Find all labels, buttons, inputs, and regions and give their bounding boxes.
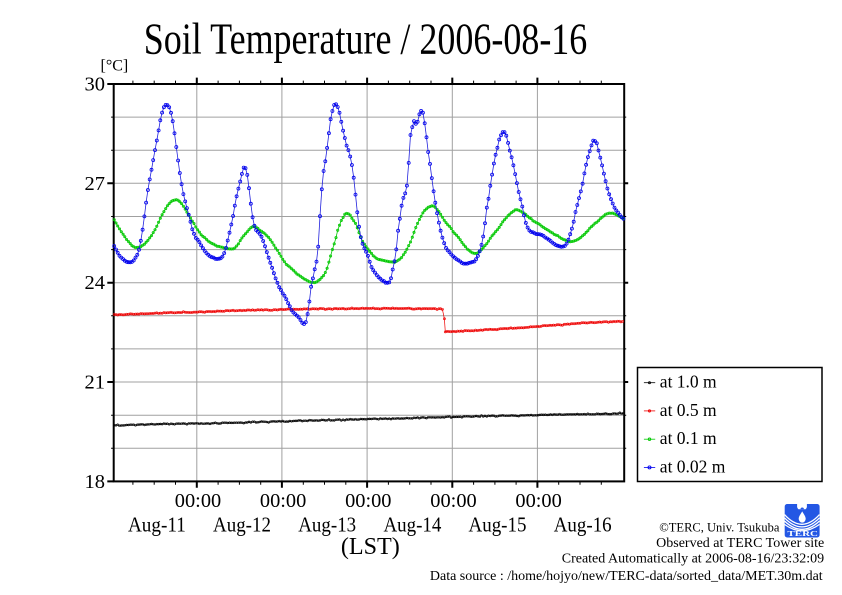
svg-text:00:00: 00:00 [345,490,391,512]
svg-text:30: 30 [85,74,106,96]
svg-text:Aug-15: Aug-15 [469,512,527,536]
svg-text:27: 27 [85,173,106,195]
svg-text:Soil Temperature / 2006-08-16: Soil Temperature / 2006-08-16 [144,15,588,64]
svg-text:[°C]: [°C] [101,58,129,75]
svg-text:Observed at TERC Tower site: Observed at TERC Tower site [656,536,824,551]
svg-text:Aug-11: Aug-11 [128,512,186,536]
svg-text:(LST): (LST) [341,534,400,560]
svg-text:TERC: TERC [787,529,818,538]
svg-text:Data source : /home/hojyo/new/: Data source : /home/hojyo/new/TERC-data/… [430,569,823,584]
svg-text:Created Automatically at 2006-: Created Automatically at 2006-08-16/23:3… [562,551,824,566]
svg-text:at 0.5 m: at 0.5 m [660,400,717,420]
svg-text:24: 24 [85,272,106,294]
svg-text:21: 21 [85,372,106,394]
svg-text:Aug-13: Aug-13 [298,512,356,536]
svg-text:at 1.0 m: at 1.0 m [660,372,717,392]
svg-text:Aug-12: Aug-12 [213,512,271,536]
svg-text:at 0.02 m: at 0.02 m [660,456,726,476]
svg-text:Aug-16: Aug-16 [554,512,612,536]
svg-text:00:00: 00:00 [260,490,306,512]
svg-text:00:00: 00:00 [175,490,221,512]
svg-text:18: 18 [85,471,106,493]
svg-text:at 0.1 m: at 0.1 m [660,428,717,448]
svg-text:00:00: 00:00 [515,490,561,512]
svg-text:©TERC, Univ. Tsukuba: ©TERC, Univ. Tsukuba [659,520,780,534]
svg-text:00:00: 00:00 [430,490,476,512]
svg-text:Aug-14: Aug-14 [383,512,441,536]
